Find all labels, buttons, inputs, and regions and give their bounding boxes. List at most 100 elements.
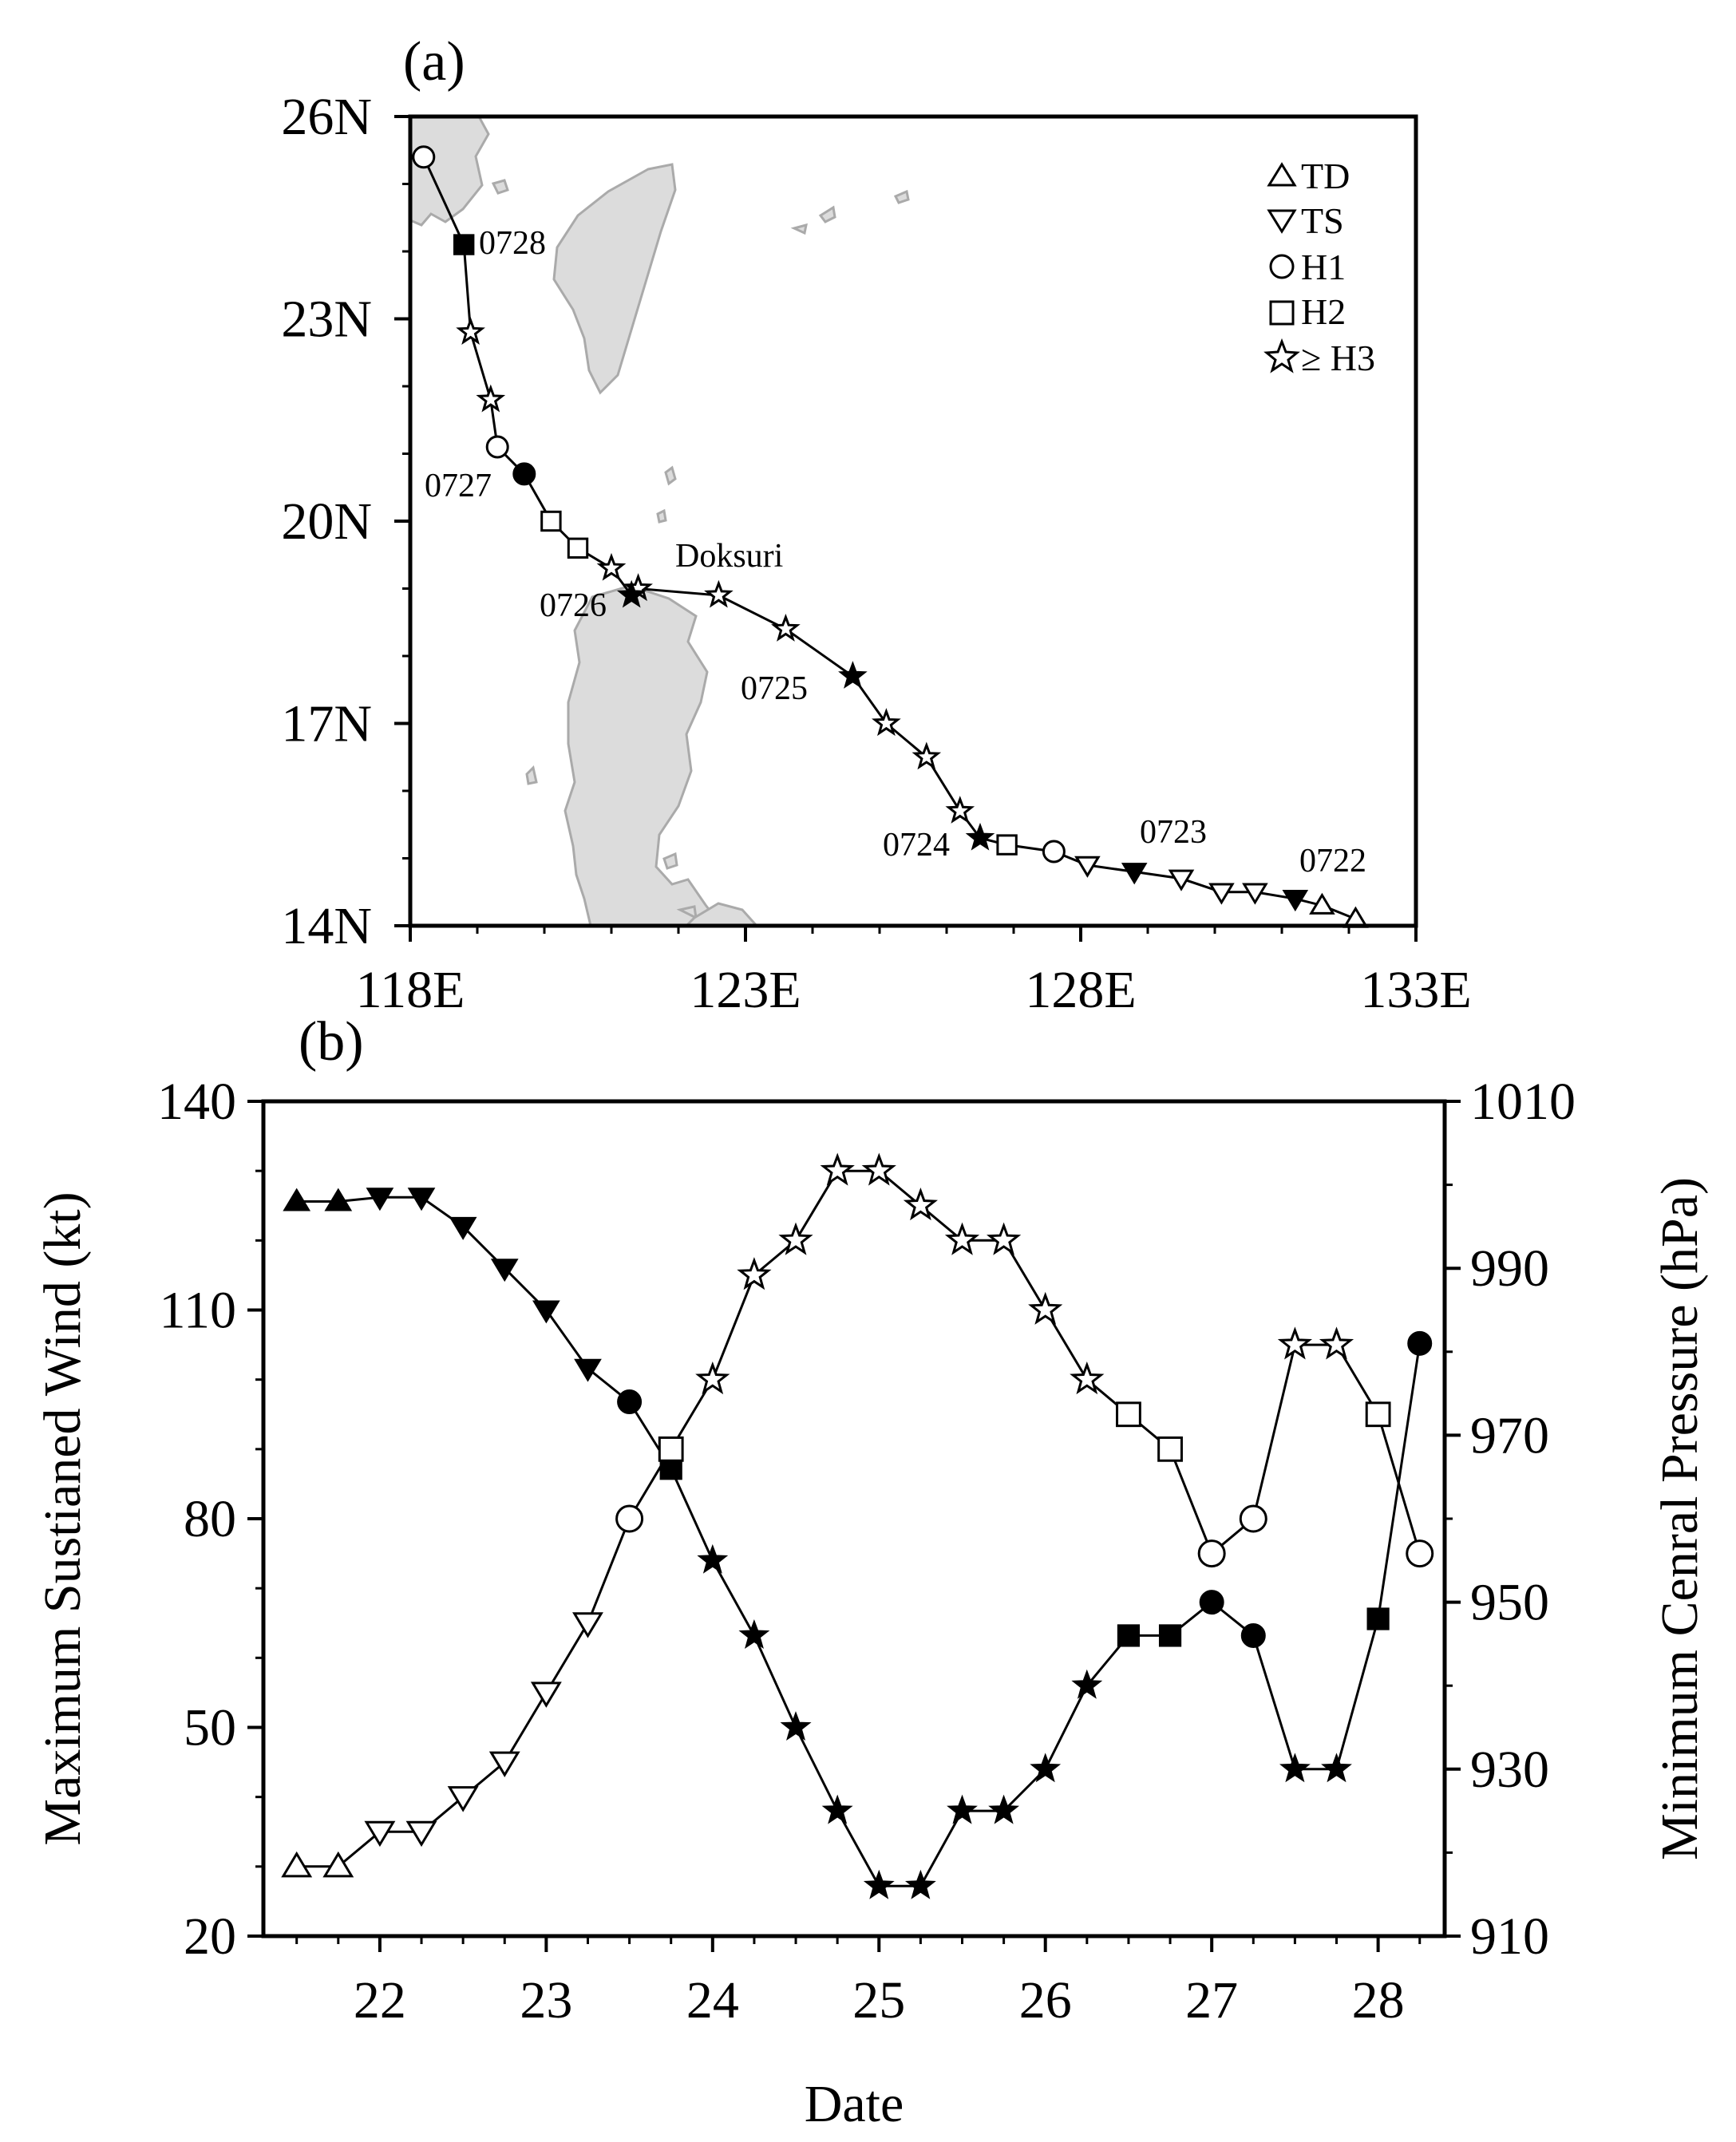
wind-tick-label: 110 — [159, 1282, 236, 1340]
legend-item-ts: TS — [1267, 200, 1344, 241]
date-tick-label: 26 — [1019, 1971, 1072, 2029]
wind-point-24 — [1277, 1326, 1313, 1360]
wind-point-11 — [737, 1257, 772, 1290]
date-label-0728: 0728 — [479, 225, 546, 262]
batanes-islet-2 — [656, 508, 667, 524]
legend-label-h2: H2 — [1301, 291, 1346, 332]
date-label-0723: 0723 — [1140, 814, 1207, 851]
pressure-point-23 — [1240, 1622, 1266, 1648]
ryukyu-islet-1 — [790, 223, 808, 235]
y-tick-label: 20N — [281, 492, 372, 551]
legend-label-h3: ≥ H3 — [1301, 338, 1375, 378]
track-line — [422, 156, 1356, 920]
star-icon — [1263, 338, 1300, 373]
wind-point-3 — [405, 1820, 437, 1848]
track-point-22 — [512, 462, 536, 486]
date-label-0722: 0722 — [1299, 843, 1366, 879]
pressure-point-21 — [1158, 1624, 1182, 1647]
pressure-tick-label: 930 — [1470, 1741, 1549, 1799]
track-layer — [412, 145, 1369, 928]
wind-tick-label: 140 — [157, 1073, 236, 1131]
pressure-point-10 — [697, 1543, 729, 1574]
y-tick-label: 17N — [281, 695, 372, 753]
plot-axes: 22 23 24 25 26 27 28 20 50 80 110 140 910 930 950 970 99… — [157, 1073, 1576, 2029]
legend-label-h1: H1 — [1301, 247, 1346, 287]
wind-point-1 — [322, 1851, 354, 1878]
pressure-point-22 — [1199, 1590, 1224, 1615]
track-point-11 — [945, 796, 975, 824]
plot-frame — [261, 1099, 1447, 1938]
ryukyu-islet-2 — [818, 205, 836, 223]
map-land — [410, 117, 910, 926]
pressure-tick-label: 1010 — [1470, 1073, 1576, 1131]
island-small — [491, 179, 509, 195]
mainland-coast — [410, 117, 490, 227]
wind-point-8 — [615, 1504, 644, 1533]
x-axis-title: Date — [805, 2075, 904, 2133]
wind-point-27 — [1406, 1539, 1434, 1568]
pressure-point-7 — [574, 1358, 602, 1382]
pressure-point-16 — [947, 1794, 978, 1824]
track-point-5 — [1168, 869, 1195, 891]
pressure-point-25 — [1321, 1753, 1352, 1783]
track-point-10 — [965, 822, 995, 851]
legend: TD TS H1 H2 ≥ H3 — [1263, 156, 1375, 378]
wind-point-22 — [1197, 1539, 1226, 1568]
date-label-0724: 0724 — [883, 827, 950, 864]
wind-point-10 — [695, 1361, 730, 1395]
date-tick-label: 23 — [520, 1971, 572, 2029]
pressure-point-19 — [1071, 1669, 1103, 1699]
pressure-point-20 — [1117, 1624, 1141, 1647]
pressure-tick-label: 970 — [1470, 1406, 1549, 1464]
track-point-3 — [1242, 883, 1268, 905]
track-point-13 — [872, 708, 901, 737]
map-axes: 118E 123E 128E 133E 14N 17N 20N 23N 26N — [281, 88, 1471, 1019]
wind-point-9 — [658, 1436, 684, 1462]
pressure-tick-label: 990 — [1470, 1239, 1549, 1298]
panel-a: (a) 118E 123E 128E 133E 14N 17N 20N 23N 26N — [281, 31, 1471, 1019]
x-tick-label: 128E — [1025, 961, 1136, 1019]
x-tick-label: 133E — [1360, 961, 1471, 1019]
wind-series-line — [296, 1169, 1422, 1868]
track-point-7 — [1074, 856, 1101, 878]
pressure-point-0 — [283, 1188, 311, 1211]
wind-point-15 — [903, 1187, 939, 1221]
legend-item-h2: H2 — [1269, 291, 1346, 332]
pressure-point-11 — [738, 1618, 770, 1649]
track-point-27 — [412, 145, 436, 169]
wind-point-2 — [364, 1820, 396, 1848]
date-tick-label: 28 — [1352, 1971, 1405, 2029]
date-tick-label: 22 — [354, 1971, 406, 2029]
track-point-8 — [1042, 840, 1066, 864]
legend-item-h1: H1 — [1269, 247, 1346, 287]
wind-point-18 — [1028, 1291, 1063, 1325]
pressure-point-2 — [366, 1188, 394, 1211]
track-point-19 — [596, 552, 627, 581]
pressure-point-8 — [617, 1389, 643, 1415]
wind-tick-label: 20 — [184, 1907, 236, 1966]
panel-b-label: (b) — [299, 1011, 364, 1073]
date-label-0727: 0727 — [425, 468, 492, 504]
date-label-0725: 0725 — [741, 670, 808, 707]
series-layer — [281, 1152, 1434, 1899]
square-icon — [1269, 300, 1295, 326]
track-point-18 — [616, 579, 647, 608]
x-tick-label: 123E — [690, 961, 801, 1019]
pressure-point-18 — [1030, 1753, 1062, 1783]
pressure-point-9 — [659, 1457, 682, 1480]
pressure-point-5 — [490, 1259, 519, 1282]
panel-b: (b) 22 23 24 25 26 27 28 20 50 80 110 140 910 930 950 9… — [34, 1011, 1709, 2133]
wind-point-26 — [1365, 1401, 1391, 1428]
y-tick-label: 26N — [281, 88, 372, 146]
right-axis-title: Minimum Cenral Pressure (hPa) — [1651, 1177, 1709, 1860]
pressure-point-15 — [904, 1869, 936, 1899]
pressure-point-27 — [1407, 1330, 1433, 1356]
track-point-16 — [704, 579, 734, 608]
track-point-15 — [771, 614, 801, 642]
wind-tick-label: 80 — [184, 1490, 236, 1548]
wind-point-17 — [986, 1222, 1022, 1255]
wind-point-21 — [1157, 1436, 1183, 1462]
date-label-0726: 0726 — [540, 587, 607, 624]
legend-label-td: TD — [1301, 156, 1350, 196]
